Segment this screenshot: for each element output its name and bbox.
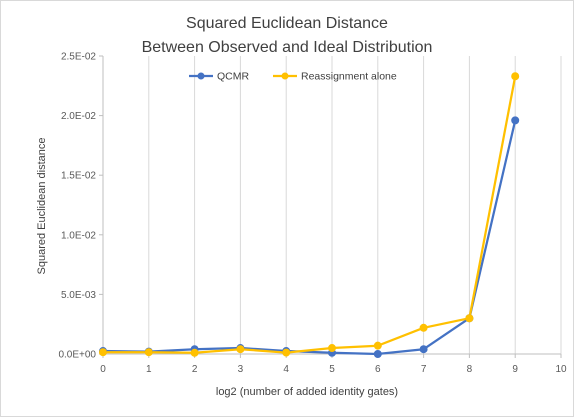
x-tick-label: 9 (512, 364, 518, 375)
data-point-series-2 (374, 342, 381, 349)
data-point-series-2 (466, 315, 473, 322)
legend-label: Reassignment alone (301, 71, 397, 83)
x-tick-label: 5 (329, 364, 335, 375)
y-tick-label: 2.0E-02 (61, 111, 96, 122)
chart-title-line-2: Between Observed and Ideal Distribution (142, 39, 433, 56)
y-tick-label: 0.0E+00 (58, 350, 96, 361)
data-point-series-2 (420, 324, 427, 331)
data-point-series-1 (420, 346, 427, 353)
x-tick-label: 8 (467, 364, 473, 375)
tick-labels: 0.0E+00 5.0E-03 1.0E-02 1.5E-02 2.0E-02 2.5E-… (58, 52, 567, 376)
data-series (100, 73, 519, 358)
data-point-series-2 (191, 349, 198, 356)
data-point-series-2 (100, 349, 107, 356)
x-tick-label: 1 (146, 364, 152, 375)
y-tick-label: 1.0E-02 (61, 230, 96, 241)
data-point-series-2 (237, 346, 244, 353)
chart-title: Squared Euclidean Distance Between Obser… (142, 15, 433, 56)
series-line-2 (103, 76, 515, 353)
axes (99, 56, 561, 358)
data-point-series-1 (512, 117, 519, 124)
x-tick-label: 0 (100, 364, 106, 375)
data-point-series-2 (512, 73, 519, 80)
data-point-series-2 (329, 345, 336, 352)
x-tick-label: 3 (238, 364, 244, 375)
y-tick-label: 5.0E-03 (61, 290, 96, 301)
y-tick-label: 1.5E-02 (61, 171, 96, 182)
legend-swatch-marker (198, 73, 205, 80)
chart-title-line-1: Squared Euclidean Distance (186, 15, 388, 32)
data-point-series-2 (283, 349, 290, 356)
y-tick-label: 2.5E-02 (61, 52, 96, 63)
data-point-series-1 (374, 351, 381, 358)
data-point-series-2 (145, 349, 152, 356)
gridlines (149, 56, 561, 354)
y-axis-title: Squared Euclidean distance (36, 138, 48, 275)
legend: QCMR Reassignment alone (189, 71, 397, 83)
legend-label: QCMR (217, 71, 249, 83)
x-tick-label: 4 (283, 364, 289, 375)
x-tick-label: 7 (421, 364, 427, 375)
x-tick-label: 6 (375, 364, 381, 375)
legend-swatch-marker (282, 73, 289, 80)
x-axis-title: log2 (number of added identity gates) (216, 386, 398, 398)
series-line-1 (103, 120, 515, 354)
x-tick-label: 10 (555, 364, 567, 375)
x-tick-label: 2 (192, 364, 198, 375)
